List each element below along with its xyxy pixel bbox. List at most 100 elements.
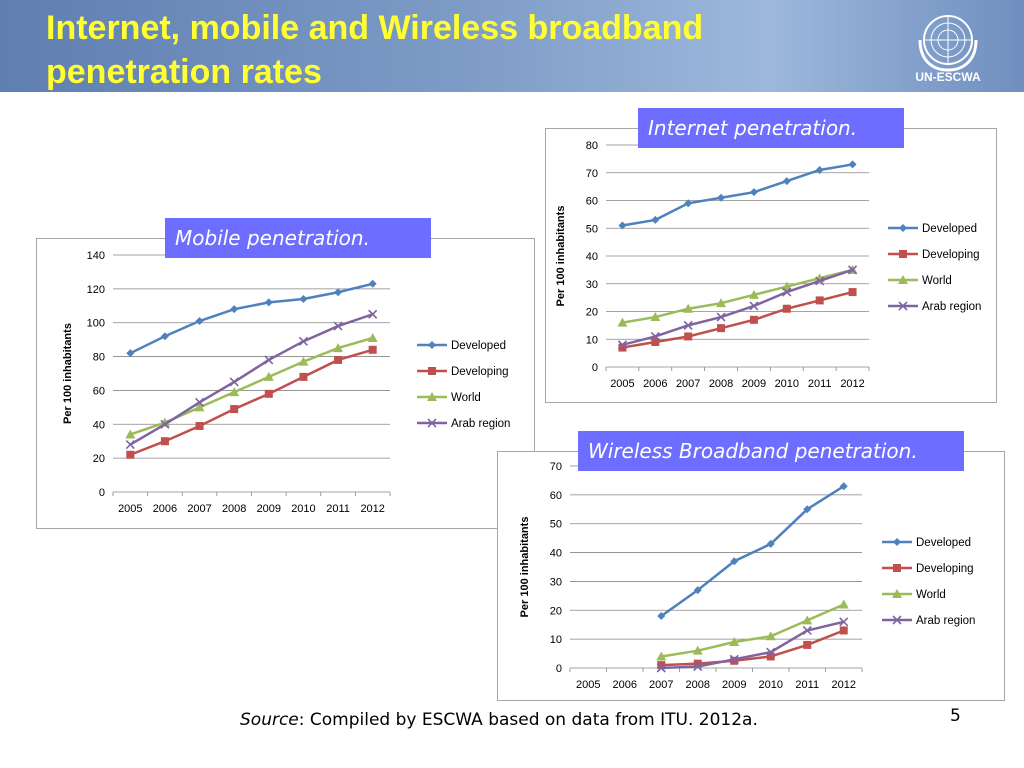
y-axis-label: Per 100 inhabitants — [555, 206, 567, 307]
data-point — [802, 615, 813, 625]
data-point — [367, 332, 378, 342]
series-arab — [656, 617, 849, 673]
legend-item: World — [882, 589, 946, 601]
data-point — [126, 349, 135, 358]
legend-item: World — [417, 392, 481, 404]
source-note: Source: Compiled by ESCWA based on data … — [240, 710, 758, 730]
data-point — [803, 640, 812, 649]
data-point — [333, 321, 343, 331]
legend-marker — [428, 367, 436, 375]
data-point — [839, 482, 848, 491]
data-point — [716, 312, 726, 322]
data-point — [782, 177, 791, 186]
legend-label: Developing — [922, 249, 980, 261]
series-developing — [126, 345, 377, 459]
legend-marker — [893, 538, 901, 546]
legend-marker — [898, 275, 908, 284]
x-tick-label: 2007 — [676, 378, 700, 390]
data-point — [195, 317, 204, 326]
data-point — [617, 340, 628, 350]
data-point — [299, 295, 308, 304]
legend-label: Developed — [916, 537, 971, 549]
legend-item: Developed — [417, 340, 506, 352]
x-tick-label: 2005 — [610, 378, 634, 390]
internet-chart: 0 10 20 30 40 50 60 70 80 2005 2006 2007 2008 2009 201… — [545, 128, 997, 403]
data-point — [692, 645, 703, 655]
logo-text: UN-ESCWA — [915, 70, 981, 84]
un-emblem-icon — [918, 15, 978, 72]
legend-marker — [427, 392, 437, 401]
y-tick-label: 20 — [550, 605, 562, 617]
data-point — [693, 659, 702, 668]
data-point — [194, 402, 205, 412]
x-tick-label: 2008 — [222, 503, 246, 515]
data-point — [683, 303, 694, 313]
x-tick-label: 2005 — [576, 679, 600, 691]
y-tick-label: 60 — [93, 385, 105, 397]
series-arab — [617, 265, 858, 350]
data-point — [230, 405, 239, 414]
data-point — [368, 345, 377, 354]
mobile-chart-svg: 0 20 40 60 80 100 120 140 2005 2006 2007 2008 2009 20… — [62, 250, 510, 515]
data-point — [839, 626, 848, 635]
x-tick-label: 2011 — [326, 503, 350, 515]
data-point — [729, 637, 740, 647]
y-tick-label: 100 — [87, 318, 105, 330]
x-tick-label: 2005 — [118, 503, 142, 515]
data-point — [683, 320, 693, 330]
x-tick-label: 2009 — [722, 679, 746, 691]
data-point — [815, 296, 824, 305]
data-point — [160, 437, 169, 446]
wireless-chart-label: Wireless Broadband penetration. — [578, 431, 964, 471]
y-tick-label: 60 — [586, 196, 598, 208]
wireless-chart: 0 10 20 30 40 50 60 70 2005 2006 2007 2008 2009 2010 2… — [497, 451, 1005, 701]
legend-label: World — [922, 275, 952, 287]
data-point — [730, 557, 739, 566]
y-tick-label: 10 — [586, 334, 598, 346]
series-developed — [126, 279, 377, 358]
y-tick-label: 60 — [550, 490, 562, 502]
series-developed — [618, 160, 857, 230]
data-point — [618, 343, 627, 352]
y-tick-label: 30 — [586, 279, 598, 291]
legend-item: Developed — [888, 223, 977, 235]
source-label: Source — [240, 710, 299, 730]
legend-marker — [898, 301, 908, 311]
legend-item: Developed — [882, 537, 971, 549]
series-line — [661, 629, 845, 667]
data-point — [802, 625, 812, 636]
series-line — [129, 313, 374, 446]
x-tick-label: 2008 — [686, 679, 710, 691]
data-point — [684, 199, 693, 208]
data-point — [125, 440, 135, 450]
y-tick-label: 30 — [550, 576, 562, 588]
y-tick-label: 80 — [586, 140, 598, 152]
data-point — [650, 331, 660, 342]
data-point — [803, 505, 812, 514]
series-line — [622, 268, 853, 347]
legend-item: Arab region — [888, 301, 981, 313]
data-point — [749, 301, 759, 311]
series-world — [656, 599, 849, 661]
data-point — [651, 338, 660, 347]
data-point — [298, 336, 309, 346]
data-point — [693, 586, 702, 595]
data-point — [334, 288, 343, 297]
data-point — [766, 539, 775, 548]
data-point — [839, 617, 849, 627]
legend-item: Developing — [882, 563, 974, 575]
data-point — [815, 165, 824, 174]
data-point — [264, 355, 274, 365]
data-point — [717, 324, 726, 333]
series-line — [661, 620, 845, 670]
data-point — [195, 421, 204, 430]
data-point — [656, 651, 667, 661]
data-point — [334, 355, 343, 364]
legend-item: World — [888, 275, 952, 287]
data-point — [729, 654, 739, 664]
data-point — [815, 276, 825, 286]
mobile-chart: 0 20 40 60 80 100 120 140 2005 2006 2007 2008 2009 20… — [36, 238, 535, 529]
data-point — [782, 304, 791, 313]
series-line — [129, 336, 374, 436]
data-point — [368, 279, 377, 288]
